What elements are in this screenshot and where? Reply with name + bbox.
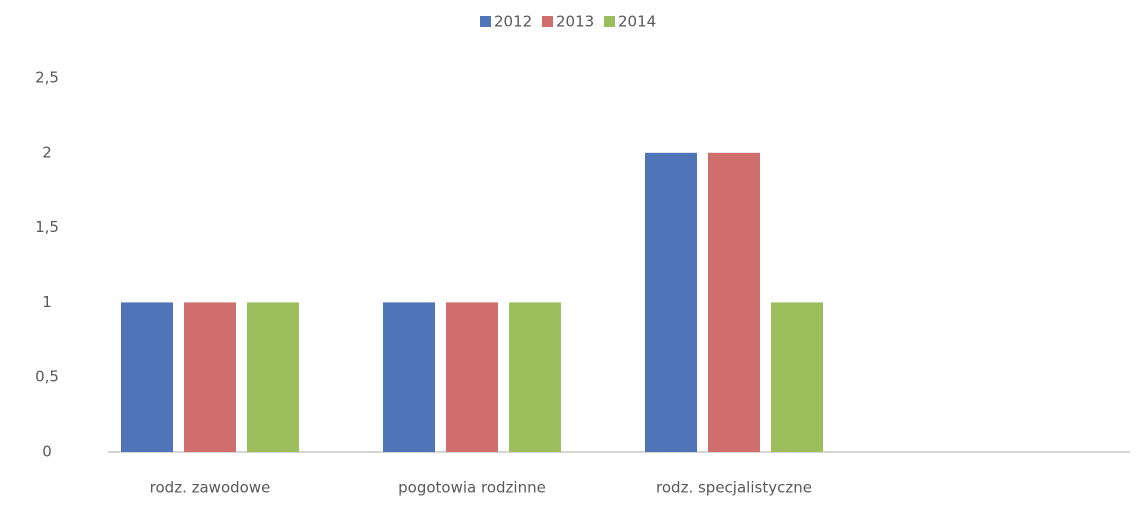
legend-swatch [542,16,553,27]
x-tick-label: rodz. zawodowe [150,479,271,497]
bar [708,152,760,453]
bar [247,302,299,452]
y-tick-label: 0 [42,443,52,461]
legend-swatch [604,16,615,27]
x-tick-label: rodz. specjalistyczne [656,479,812,497]
bar [446,302,498,452]
bar [184,302,236,452]
y-tick-label: 2 [42,143,52,161]
legend-label: 2014 [618,13,656,31]
bar [645,152,697,453]
y-tick-label: 0,5 [35,368,59,386]
legend-label: 2013 [556,13,594,31]
bar [383,302,435,452]
bar [771,302,823,452]
bar [509,302,561,452]
bar [121,302,173,452]
y-tick-label: 2,5 [35,69,59,87]
x-tick-label: pogotowia rodzinne [398,479,546,497]
y-tick-label: 1 [42,293,52,311]
legend-label: 2012 [494,13,532,31]
legend-swatch [480,16,491,27]
y-tick-label: 1,5 [35,218,59,236]
